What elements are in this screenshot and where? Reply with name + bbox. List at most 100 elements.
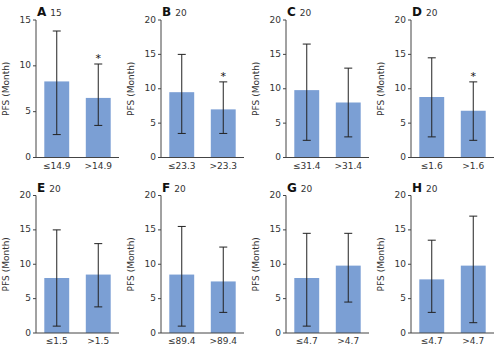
error-line xyxy=(431,58,432,137)
y-tick xyxy=(283,298,286,299)
error-line xyxy=(431,240,432,312)
error-bar xyxy=(469,216,477,323)
y-tick-label: 10 xyxy=(145,83,157,93)
y-tick xyxy=(33,264,36,265)
y-tick xyxy=(33,333,36,334)
x-tick-label: ≤23.3 xyxy=(168,161,196,171)
error-line xyxy=(348,68,349,137)
x-axis-line xyxy=(36,333,119,334)
error-line xyxy=(473,82,474,140)
error-line xyxy=(181,54,182,133)
error-cap xyxy=(53,31,61,32)
panel-title: H xyxy=(412,181,422,195)
panel: 05101520≤4.7>4.7PFS (Month)H20 xyxy=(376,181,494,347)
plot-area xyxy=(44,230,110,333)
y-tick-label: 0 xyxy=(25,328,31,338)
error-cap xyxy=(53,229,61,230)
error-bar xyxy=(344,68,352,137)
x-tick-label: >1.5 xyxy=(87,336,109,346)
error-cap xyxy=(94,306,102,307)
error-bar xyxy=(469,82,477,140)
y-tick xyxy=(158,20,161,21)
y-tick-label: 20 xyxy=(20,190,32,200)
error-line xyxy=(473,216,474,323)
x-axis-line xyxy=(161,333,244,334)
error-cap xyxy=(428,312,436,313)
y-tick xyxy=(33,20,36,21)
error-cap xyxy=(469,140,477,141)
panel: 05101520≤23.3>23.3PFS (Month)B20* xyxy=(126,5,244,171)
x-tick-label: ≤89.4 xyxy=(168,336,196,346)
x-axis-line xyxy=(286,333,369,334)
y-tick xyxy=(158,298,161,299)
panel: 05101520≤4.7>4.7PFS (Month)G20 xyxy=(251,181,369,347)
y-tick-label: 10 xyxy=(395,83,407,93)
y-tick xyxy=(283,157,286,158)
error-bar xyxy=(178,54,186,133)
y-tick-label: 5 xyxy=(275,118,281,128)
x-tick-label: >23.3 xyxy=(209,161,237,171)
error-bar xyxy=(178,226,186,326)
y-tick xyxy=(158,333,161,334)
error-line xyxy=(306,44,307,140)
panel-title: D xyxy=(412,5,422,19)
figure: 051015≤14.9>14.9PFS (Month)A15*05101520≤… xyxy=(0,0,500,351)
plot-area xyxy=(419,58,485,158)
y-tick-label: 10 xyxy=(20,60,32,70)
y-tick-label: 15 xyxy=(20,224,31,234)
panel-subtitle: 15 xyxy=(50,8,61,18)
plot-area xyxy=(419,216,485,333)
x-axis-line xyxy=(411,157,494,158)
error-line xyxy=(56,230,57,326)
panel-subtitle: 20 xyxy=(174,184,186,194)
error-line xyxy=(56,31,57,135)
panel: 05101520≤31.4>31.4PFS (Month)C20 xyxy=(251,5,369,171)
error-cap xyxy=(344,233,352,234)
y-tick-label: 0 xyxy=(275,152,281,162)
x-tick-label: >4.7 xyxy=(462,336,484,346)
y-tick xyxy=(158,264,161,265)
y-tick xyxy=(158,229,161,230)
error-bar xyxy=(303,233,311,326)
error-bar xyxy=(219,82,227,134)
y-tick xyxy=(283,54,286,55)
error-cap xyxy=(344,302,352,303)
error-cap xyxy=(219,312,227,313)
y-tick-label: 5 xyxy=(400,118,406,128)
panel: 051015≤14.9>14.9PFS (Month)A15* xyxy=(1,5,119,171)
y-tick xyxy=(283,20,286,21)
y-tick-label: 15 xyxy=(20,15,31,25)
error-bar xyxy=(94,244,102,307)
error-cap xyxy=(178,326,186,327)
y-tick xyxy=(408,333,411,334)
panel-subtitle: 20 xyxy=(301,184,313,194)
x-tick-label: >31.4 xyxy=(334,161,362,171)
panel-title: C xyxy=(287,5,296,19)
y-tick-label: 20 xyxy=(395,190,407,200)
error-cap xyxy=(53,134,61,135)
error-cap xyxy=(344,68,352,69)
y-tick-label: 20 xyxy=(145,15,157,25)
x-axis-line xyxy=(411,333,494,334)
y-tick xyxy=(408,20,411,21)
y-tick xyxy=(283,195,286,196)
x-tick-label: ≤31.4 xyxy=(293,161,321,171)
error-cap xyxy=(94,243,102,244)
panel-title: A xyxy=(37,5,47,19)
y-tick xyxy=(33,65,36,66)
y-tick xyxy=(158,195,161,196)
y-axis-label: PFS (Month) xyxy=(251,237,261,291)
panel-title: B xyxy=(162,5,171,19)
y-tick-label: 10 xyxy=(270,83,282,93)
x-tick-label: ≤1.5 xyxy=(46,336,68,346)
y-tick-label: 0 xyxy=(400,328,406,338)
error-cap xyxy=(178,226,186,227)
y-axis-label: PFS (Month) xyxy=(1,237,11,291)
y-tick xyxy=(408,123,411,124)
y-tick-label: 5 xyxy=(150,118,156,128)
error-cap xyxy=(219,247,227,248)
plot-area xyxy=(169,54,235,157)
y-tick xyxy=(33,298,36,299)
y-tick xyxy=(408,157,411,158)
panel-subtitle: 20 xyxy=(300,8,312,18)
